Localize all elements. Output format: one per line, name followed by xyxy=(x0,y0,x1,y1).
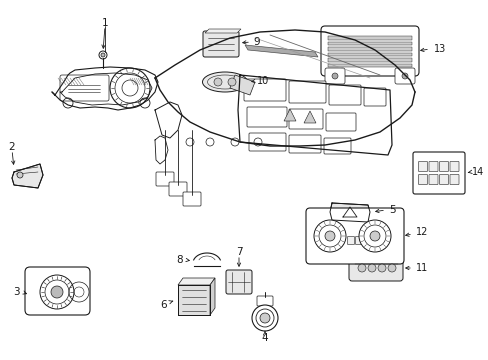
Polygon shape xyxy=(244,45,317,57)
Circle shape xyxy=(369,231,379,241)
Circle shape xyxy=(387,264,395,272)
FancyBboxPatch shape xyxy=(156,172,174,186)
FancyBboxPatch shape xyxy=(355,237,362,244)
Circle shape xyxy=(51,286,63,298)
Circle shape xyxy=(214,78,222,86)
Circle shape xyxy=(17,172,23,178)
FancyBboxPatch shape xyxy=(394,68,414,84)
FancyBboxPatch shape xyxy=(449,162,458,171)
FancyBboxPatch shape xyxy=(428,162,437,171)
Text: 5: 5 xyxy=(388,205,394,215)
FancyBboxPatch shape xyxy=(325,68,345,84)
Circle shape xyxy=(357,264,365,272)
Polygon shape xyxy=(209,278,215,315)
Circle shape xyxy=(99,51,107,59)
Polygon shape xyxy=(327,36,411,40)
Text: 2: 2 xyxy=(9,142,15,152)
Polygon shape xyxy=(327,63,411,67)
FancyBboxPatch shape xyxy=(225,270,251,294)
FancyBboxPatch shape xyxy=(449,175,458,185)
Text: 7: 7 xyxy=(235,247,242,257)
FancyBboxPatch shape xyxy=(439,162,447,171)
Text: 13: 13 xyxy=(433,44,445,54)
Text: 14: 14 xyxy=(471,167,483,177)
FancyBboxPatch shape xyxy=(325,113,355,131)
Ellipse shape xyxy=(202,72,247,92)
Circle shape xyxy=(377,264,385,272)
FancyBboxPatch shape xyxy=(248,133,285,151)
FancyBboxPatch shape xyxy=(348,253,402,281)
Circle shape xyxy=(358,220,390,252)
Circle shape xyxy=(101,53,105,57)
FancyBboxPatch shape xyxy=(439,175,447,185)
FancyBboxPatch shape xyxy=(169,182,186,196)
Text: 4: 4 xyxy=(261,333,268,343)
Polygon shape xyxy=(327,53,411,56)
FancyBboxPatch shape xyxy=(363,237,370,244)
Circle shape xyxy=(313,220,346,252)
Circle shape xyxy=(367,264,375,272)
FancyBboxPatch shape xyxy=(320,26,418,76)
FancyBboxPatch shape xyxy=(363,88,385,106)
Circle shape xyxy=(260,313,269,323)
Text: 12: 12 xyxy=(415,227,427,237)
FancyBboxPatch shape xyxy=(418,162,427,171)
Text: 9: 9 xyxy=(253,37,260,47)
FancyBboxPatch shape xyxy=(328,85,360,105)
Polygon shape xyxy=(229,75,254,95)
Polygon shape xyxy=(178,285,209,315)
Polygon shape xyxy=(178,278,215,285)
FancyBboxPatch shape xyxy=(305,208,403,264)
Circle shape xyxy=(401,73,407,79)
FancyBboxPatch shape xyxy=(203,31,239,57)
Circle shape xyxy=(331,73,337,79)
Polygon shape xyxy=(284,109,295,121)
FancyBboxPatch shape xyxy=(244,79,285,101)
FancyBboxPatch shape xyxy=(324,138,350,154)
Polygon shape xyxy=(327,58,411,62)
Circle shape xyxy=(251,305,278,331)
Polygon shape xyxy=(327,47,411,50)
FancyBboxPatch shape xyxy=(257,296,272,306)
FancyBboxPatch shape xyxy=(246,107,286,127)
Circle shape xyxy=(40,275,74,309)
Text: 11: 11 xyxy=(415,263,427,273)
Text: 3: 3 xyxy=(13,287,19,297)
Polygon shape xyxy=(12,164,43,188)
Text: 10: 10 xyxy=(256,76,268,86)
FancyBboxPatch shape xyxy=(412,152,464,194)
Circle shape xyxy=(227,78,236,86)
FancyBboxPatch shape xyxy=(288,81,325,103)
FancyBboxPatch shape xyxy=(428,175,437,185)
Text: 6: 6 xyxy=(161,300,167,310)
FancyBboxPatch shape xyxy=(183,192,201,206)
Text: 8: 8 xyxy=(176,255,183,265)
Polygon shape xyxy=(204,29,241,33)
FancyBboxPatch shape xyxy=(418,175,427,185)
FancyBboxPatch shape xyxy=(288,109,323,129)
FancyBboxPatch shape xyxy=(347,237,354,244)
FancyBboxPatch shape xyxy=(60,75,109,101)
FancyBboxPatch shape xyxy=(288,135,320,153)
Polygon shape xyxy=(329,203,369,222)
Text: 1: 1 xyxy=(102,18,108,28)
Polygon shape xyxy=(327,41,411,45)
Polygon shape xyxy=(304,111,315,123)
FancyBboxPatch shape xyxy=(25,267,90,315)
Circle shape xyxy=(325,231,334,241)
